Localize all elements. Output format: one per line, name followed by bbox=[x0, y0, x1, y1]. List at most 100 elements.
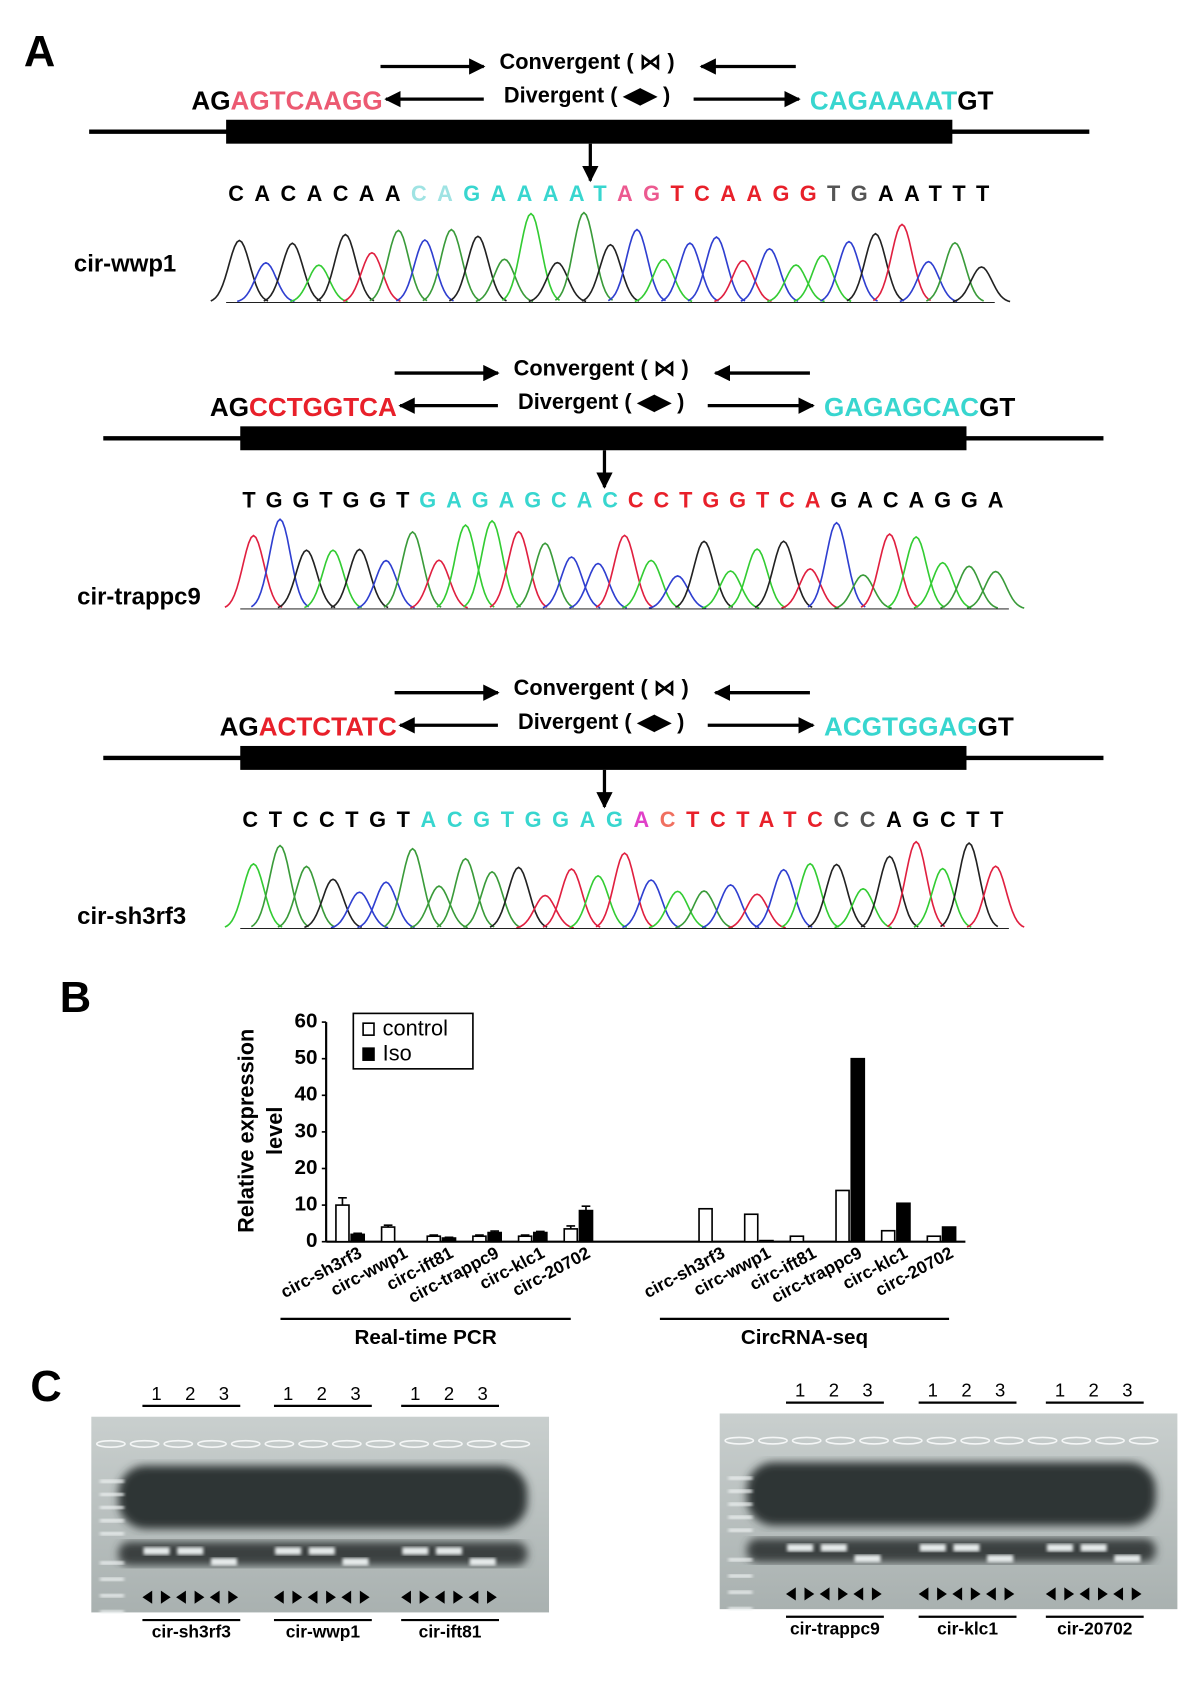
chromatogram-peak bbox=[660, 242, 719, 302]
sanger-sequence: CACACAA CA GAAAAT AG TCAAGG TG AATTT bbox=[228, 181, 990, 206]
gel-group-name: cir-wwp1 bbox=[286, 1622, 361, 1642]
bar bbox=[880, 1229, 896, 1243]
gel-well bbox=[926, 1436, 957, 1445]
gel-well bbox=[758, 1436, 788, 1445]
junction-sequence: GAGAGCACGT bbox=[824, 392, 1015, 422]
chromatogram-peak bbox=[489, 866, 548, 928]
chromatogram-peak bbox=[343, 251, 401, 302]
chromatogram-peak bbox=[622, 879, 680, 929]
chromatogram-peak bbox=[501, 212, 561, 301]
primer-icon bbox=[918, 1587, 947, 1601]
chromatogram-peak bbox=[887, 535, 946, 608]
exon-block bbox=[240, 426, 967, 451]
gel-product bbox=[953, 1543, 980, 1552]
sequence-segment: GACAGGA bbox=[830, 487, 1003, 512]
chromatogram-peak bbox=[701, 884, 760, 929]
primer-icon bbox=[1045, 1587, 1075, 1601]
primer-icon bbox=[341, 1590, 370, 1604]
chromatogram-peak bbox=[754, 868, 813, 928]
lane-number: 1 bbox=[1055, 1380, 1065, 1401]
gel-well bbox=[993, 1436, 1024, 1445]
gel-well bbox=[466, 1439, 497, 1448]
lane-number: 1 bbox=[410, 1383, 420, 1404]
bar bbox=[441, 1237, 457, 1243]
primer-icon bbox=[986, 1587, 1015, 1601]
lane-number: 3 bbox=[350, 1383, 360, 1404]
ladder-band bbox=[100, 1577, 124, 1581]
chromatogram-peak bbox=[648, 575, 707, 610]
chromatogram-peak bbox=[728, 893, 786, 929]
chromatogram-peak bbox=[913, 867, 972, 928]
chromatogram-peak bbox=[872, 223, 932, 302]
gel-product bbox=[787, 1543, 814, 1552]
chromatogram-peak bbox=[834, 887, 892, 929]
gel-well bbox=[331, 1439, 362, 1448]
sequence-segment: TGGTGGT bbox=[242, 487, 410, 512]
panel-label: B bbox=[60, 974, 91, 1022]
gel-product bbox=[987, 1554, 1014, 1563]
gel-product bbox=[1046, 1543, 1074, 1552]
chromatogram-peak bbox=[952, 266, 1011, 303]
chromatogram-peak bbox=[834, 574, 892, 610]
y-tick-label: 60 bbox=[294, 1010, 317, 1033]
ladder-band bbox=[100, 1610, 124, 1614]
ladder-band bbox=[728, 1489, 753, 1493]
construct-name: cir-trappc9 bbox=[77, 583, 201, 610]
group-label: Real-time PCR bbox=[355, 1326, 497, 1349]
gel-product bbox=[820, 1543, 847, 1552]
primer-icon bbox=[1079, 1587, 1108, 1601]
chromatogram-peak bbox=[436, 523, 495, 608]
junction-sequence: ACGTGGAGGT bbox=[824, 711, 1014, 741]
bar bbox=[698, 1207, 713, 1243]
chromatogram-peak bbox=[675, 890, 733, 929]
chromatogram-peak bbox=[489, 530, 548, 608]
primer-label: Convergent ( ⋈ ) bbox=[500, 49, 675, 74]
y-tick-label: 50 bbox=[294, 1046, 317, 1069]
sanger-sequence: TGGTGGT GAGAGCAC CCTGGTCA GACAGGA bbox=[242, 487, 1003, 512]
chromatogram-peak bbox=[304, 549, 363, 609]
chromatogram-peak bbox=[781, 567, 839, 609]
primer-icon bbox=[853, 1587, 882, 1601]
ladder-band bbox=[728, 1502, 753, 1506]
chromatogram-peak bbox=[475, 258, 534, 303]
chromatogram-peak bbox=[250, 518, 310, 608]
gel-well bbox=[264, 1439, 295, 1448]
error-bar bbox=[353, 1232, 363, 1235]
y-tick-label: 0 bbox=[306, 1229, 317, 1252]
gel-well bbox=[163, 1439, 194, 1448]
gel-group-name: cir-trappc9 bbox=[790, 1618, 880, 1638]
lane-number: 3 bbox=[219, 1383, 229, 1404]
primer-icon bbox=[819, 1587, 848, 1601]
chromatogram-peak bbox=[767, 264, 825, 303]
chromatogram-peak bbox=[330, 548, 389, 609]
chromatogram-peak bbox=[210, 239, 269, 302]
legend-swatch bbox=[362, 1022, 375, 1036]
gel-well bbox=[365, 1439, 396, 1448]
ladder-band bbox=[100, 1531, 124, 1536]
primer-icon bbox=[209, 1590, 239, 1604]
gel-well bbox=[825, 1436, 856, 1445]
y-tick-label: 20 bbox=[294, 1156, 317, 1179]
sequence-segment: AG bbox=[210, 392, 249, 422]
chromatogram-peak bbox=[304, 878, 363, 929]
gel-product bbox=[177, 1547, 204, 1555]
gel-group-name: cir-20702 bbox=[1057, 1618, 1132, 1638]
y-tick-label: 10 bbox=[294, 1193, 317, 1216]
chromatogram-peak bbox=[410, 559, 468, 609]
ladder-band bbox=[100, 1593, 124, 1598]
lane-number: 1 bbox=[151, 1383, 161, 1404]
bar bbox=[759, 1239, 774, 1243]
primer-icon bbox=[952, 1587, 981, 1601]
chromatogram-peak bbox=[860, 533, 919, 608]
chromatogram-peak bbox=[607, 228, 666, 302]
chromatogram-peak bbox=[383, 530, 442, 608]
bar bbox=[563, 1228, 579, 1243]
sanger-sequence: CTCCTGT ACGTGGAG A C TCTATC CC AGCTT bbox=[242, 807, 1004, 832]
primer-label: Divergent ( ◀▶ ) bbox=[518, 709, 684, 734]
lane-number: 2 bbox=[185, 1383, 195, 1404]
y-tick-label: 40 bbox=[294, 1083, 317, 1106]
chromatogram-peak bbox=[236, 261, 295, 303]
sequence-segment: AGTCAAGG bbox=[231, 85, 383, 115]
gel-group-name: cir-sh3rf3 bbox=[152, 1622, 232, 1642]
y-tick-label: 30 bbox=[294, 1119, 317, 1142]
